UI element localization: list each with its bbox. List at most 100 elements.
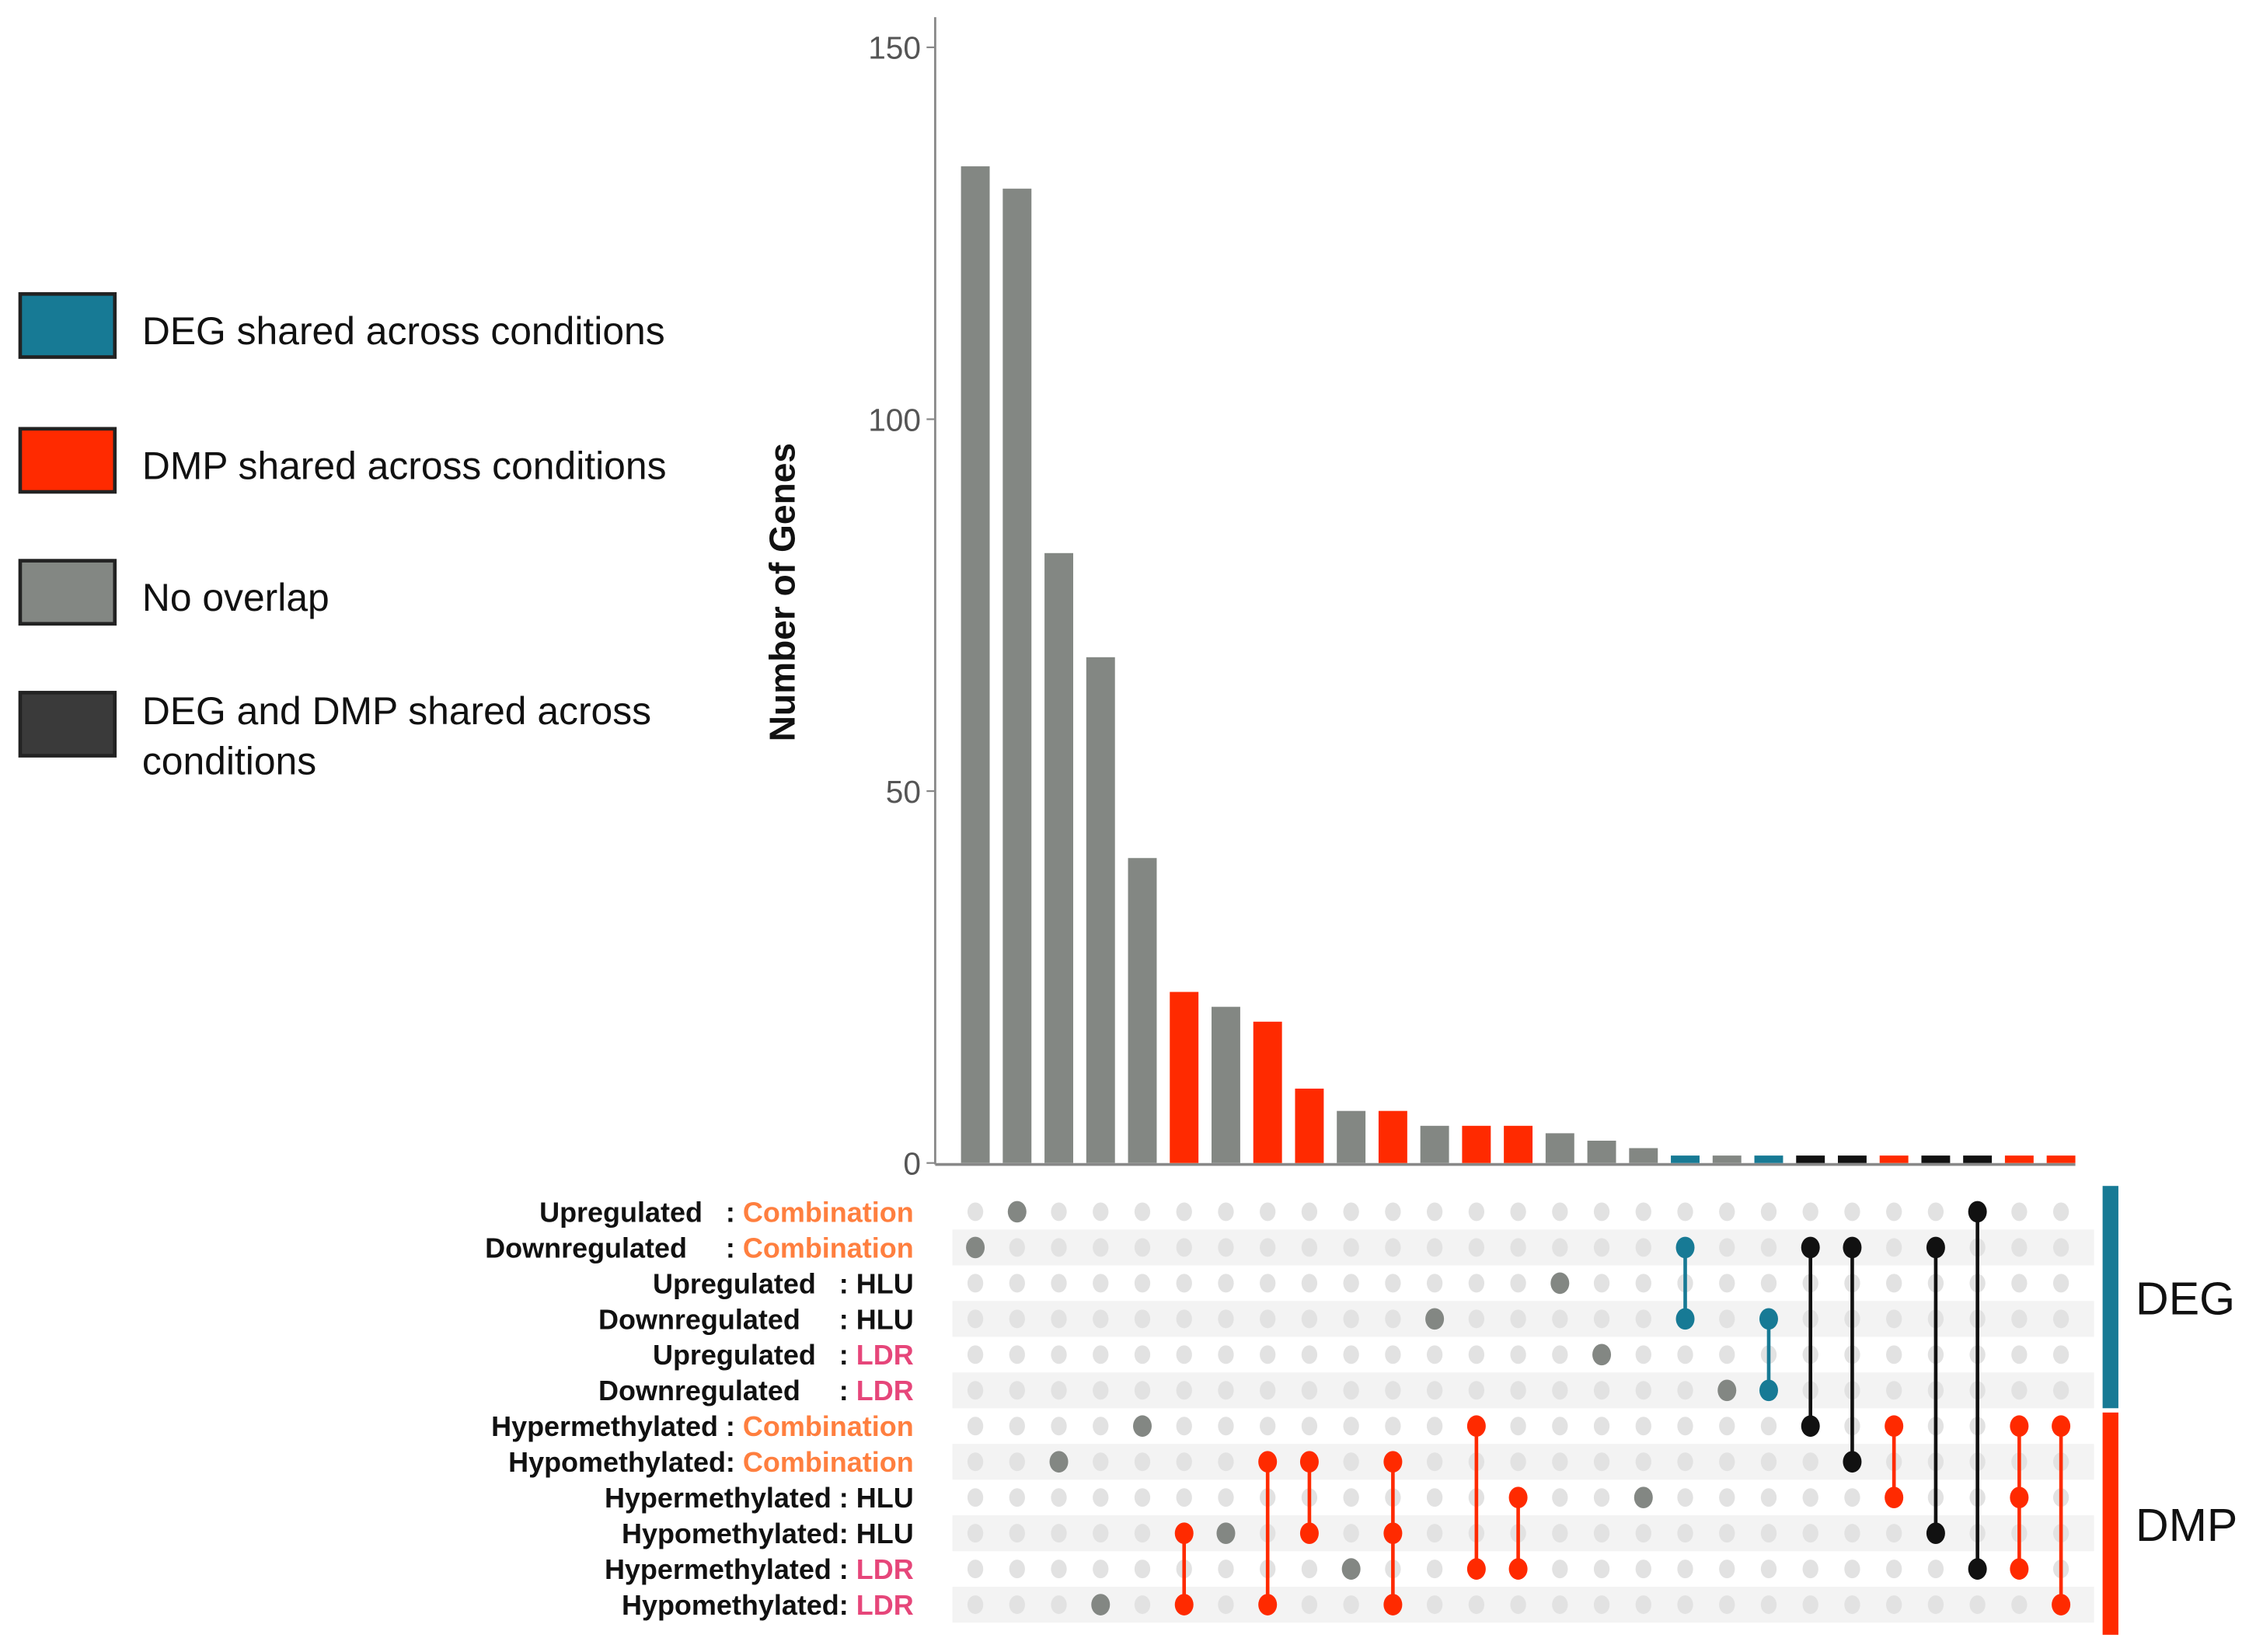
matrix-dot-empty <box>1301 1417 1318 1436</box>
matrix-dot-empty <box>1343 1238 1359 1257</box>
matrix-dot-empty <box>1886 1238 1902 1257</box>
matrix-dot-empty <box>1886 1560 1902 1579</box>
matrix-dot-empty <box>1093 1309 1109 1329</box>
matrix-dot-empty <box>1343 1309 1359 1329</box>
matrix-dot-empty <box>2011 1381 2028 1400</box>
legend-label: DEG shared across conditions <box>142 309 665 353</box>
matrix-dot-empty <box>1218 1595 1234 1615</box>
bar-19 <box>1712 1155 1742 1163</box>
bar-21 <box>1796 1155 1825 1163</box>
matrix-dot-empty <box>1468 1202 1485 1222</box>
matrix-dot-empty <box>2052 1238 2069 1257</box>
set-label: Hypermethylated : LDR <box>605 1553 914 1585</box>
matrix-dot-empty <box>1301 1238 1318 1257</box>
matrix-dot-empty <box>1426 1381 1443 1400</box>
matrix-dot-empty <box>1093 1274 1109 1293</box>
set-label-prefix: Downregulated : <box>485 1232 743 1263</box>
matrix-dot-filled <box>2052 1594 2071 1615</box>
matrix-dot-empty <box>1635 1417 1651 1436</box>
matrix-dot-empty <box>1134 1488 1151 1507</box>
matrix-dot-empty <box>1635 1452 1651 1472</box>
y-axis-label: Number of Genes <box>762 443 803 741</box>
matrix-dot-filled <box>1049 1451 1069 1473</box>
matrix-dot-empty <box>1510 1238 1526 1257</box>
matrix-dot-empty <box>1593 1452 1610 1472</box>
matrix-dot-empty <box>1760 1238 1777 1257</box>
bar-9 <box>1295 1088 1324 1163</box>
matrix-dot-empty <box>1301 1560 1318 1579</box>
matrix-dot-empty <box>1593 1417 1610 1436</box>
matrix-dot-filled <box>1091 1594 1111 1615</box>
matrix-dot-empty <box>2011 1345 2028 1364</box>
matrix-dot-empty <box>1552 1238 1568 1257</box>
y-tick-label: 100 <box>868 402 921 437</box>
matrix-dot-empty <box>1635 1524 1651 1543</box>
set-label-condition: Combination <box>743 1446 914 1478</box>
matrix-dot-empty <box>1510 1452 1526 1472</box>
matrix-dot-empty <box>1426 1417 1443 1436</box>
set-label-condition: Combination <box>743 1232 914 1263</box>
matrix-dot-empty <box>1343 1524 1359 1543</box>
matrix-dot-empty <box>1218 1309 1234 1329</box>
matrix-dot-empty <box>1009 1274 1025 1293</box>
matrix-dot-empty <box>1093 1560 1109 1579</box>
matrix-dot-empty <box>1886 1202 1902 1222</box>
set-label-prefix: Hypomethylated: <box>622 1589 856 1621</box>
matrix-dot-empty <box>967 1309 984 1329</box>
matrix-dot-empty <box>1134 1452 1151 1472</box>
set-group-label: DMP <box>2136 1500 2237 1551</box>
matrix-dot-empty <box>1635 1238 1651 1257</box>
matrix-dot-empty <box>1134 1560 1151 1579</box>
matrix-dot-filled <box>1341 1558 1361 1580</box>
matrix-dot-empty <box>1385 1238 1401 1257</box>
matrix-dot-empty <box>1385 1309 1401 1329</box>
matrix-dot-empty <box>1051 1417 1067 1436</box>
matrix-dot-empty <box>1552 1417 1568 1436</box>
matrix-dot-filled <box>2010 1415 2029 1438</box>
matrix-dot-empty <box>1552 1345 1568 1364</box>
matrix-dot-empty <box>1009 1309 1025 1329</box>
bars <box>961 166 2076 1163</box>
matrix-dot-filled <box>1968 1201 1987 1223</box>
matrix-dot-empty <box>1844 1488 1860 1507</box>
matrix-dot-empty <box>1093 1417 1109 1436</box>
bar-2 <box>1002 188 1032 1163</box>
matrix-dot-empty <box>2052 1274 2069 1293</box>
set-label: Hypermethylated : Combination <box>491 1410 914 1442</box>
matrix-dot-empty <box>2011 1238 2028 1257</box>
matrix-dot-empty <box>967 1452 984 1472</box>
set-label-condition: HLU <box>856 1267 914 1299</box>
matrix-dot-filled <box>1216 1522 1236 1545</box>
matrix-dot-filled <box>1383 1522 1403 1545</box>
matrix-dot-empty <box>1134 1309 1151 1329</box>
matrix-dot-filled <box>1759 1308 1778 1330</box>
matrix-dot-empty <box>1134 1274 1151 1293</box>
matrix-dot-empty <box>1343 1274 1359 1293</box>
matrix-dot-empty <box>1844 1595 1860 1615</box>
matrix-dot-empty <box>1009 1524 1025 1543</box>
matrix-dot-empty <box>1844 1524 1860 1543</box>
bar-14 <box>1504 1125 1533 1163</box>
matrix-dot-empty <box>1760 1524 1777 1543</box>
matrix-dot-empty <box>1510 1417 1526 1436</box>
matrix-dot-empty <box>1051 1560 1067 1579</box>
matrix-dot-empty <box>1426 1345 1443 1364</box>
matrix-dot-empty <box>1886 1381 1902 1400</box>
set-label: Upregulated : Combination <box>539 1196 914 1228</box>
set-label-prefix: Upregulated : <box>539 1196 743 1228</box>
matrix-dot-empty <box>1009 1238 1025 1257</box>
matrix-dot-empty <box>1343 1595 1359 1615</box>
matrix-dot-filled <box>1466 1558 1486 1580</box>
matrix-dot-empty <box>2011 1274 2028 1293</box>
set-label: Hypomethylated: Combination <box>508 1446 914 1478</box>
matrix-dot-filled <box>1258 1594 1278 1615</box>
matrix-dot-empty <box>1093 1381 1109 1400</box>
matrix-dot-empty <box>1051 1381 1067 1400</box>
set-label-prefix: Upregulated : <box>653 1339 856 1371</box>
matrix-dot-filled <box>1801 1415 1820 1438</box>
matrix-dot-filled <box>1550 1272 1570 1295</box>
matrix-dot-empty <box>1468 1309 1485 1329</box>
matrix-dot-empty <box>1218 1417 1234 1436</box>
matrix-dot-filled <box>1634 1486 1653 1509</box>
